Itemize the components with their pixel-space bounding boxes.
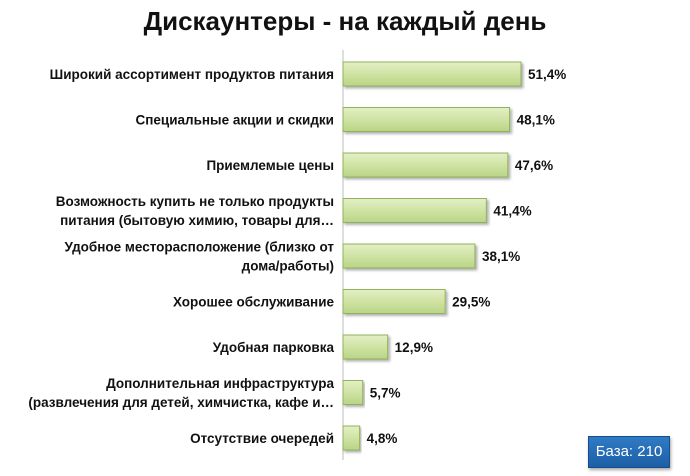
value-label: 51,4% xyxy=(528,67,566,82)
base-badge: База: 210 xyxy=(588,436,670,468)
category-label: Специальные акции и скидки xyxy=(136,113,335,128)
value-label: 4,8% xyxy=(367,431,398,446)
value-label: 12,9% xyxy=(395,340,433,355)
category-label: Хорошее обслуживание xyxy=(173,295,335,310)
bar xyxy=(342,243,476,269)
category-label: Удобная парковка xyxy=(213,340,335,355)
category-label: Широкий ассортимент продуктов питания xyxy=(50,67,334,82)
value-label: 5,7% xyxy=(370,386,401,401)
value-label: 29,5% xyxy=(452,295,490,310)
bar xyxy=(342,289,446,314)
bar xyxy=(342,198,487,223)
bar xyxy=(342,61,522,87)
category-label: Приемлемые цены xyxy=(206,158,334,173)
category-label: Возможность купить не только продукты пит… xyxy=(56,194,334,228)
category-label: Удобное месторасположение (близко от дома… xyxy=(65,240,335,274)
value-label: 48,1% xyxy=(517,113,555,128)
value-label: 41,4% xyxy=(493,204,531,219)
bar xyxy=(342,152,509,178)
bar xyxy=(342,380,364,405)
category-label: Дополнительная инфраструктура (развлечени… xyxy=(28,376,334,410)
category-label: Отсутствие очередей xyxy=(190,431,334,446)
chart-title: Дискаунтеры - на каждый день xyxy=(143,6,547,36)
value-label: 47,6% xyxy=(515,158,553,173)
value-label: 38,1% xyxy=(482,249,520,264)
bar xyxy=(342,334,389,360)
bar xyxy=(342,425,361,451)
bar xyxy=(342,107,511,132)
